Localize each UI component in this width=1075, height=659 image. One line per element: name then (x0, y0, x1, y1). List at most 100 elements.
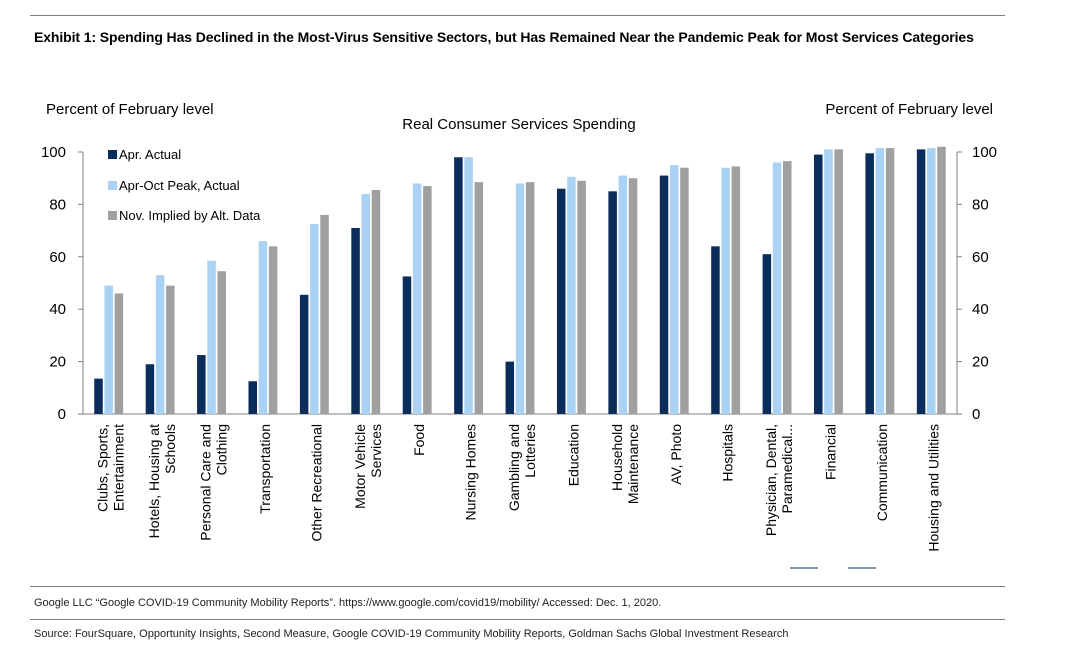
bar-apr-oct-peak (258, 241, 268, 414)
left-axis-title: Percent of February level (46, 101, 214, 118)
bar-apr-oct-peak (104, 285, 113, 414)
left-tick-label: 40 (49, 301, 66, 318)
category-label: Gambling and (506, 424, 522, 511)
bar-nov-implied (885, 148, 895, 414)
bar-apr-actual (454, 157, 463, 415)
bar-apr-oct-peak (927, 148, 936, 414)
bar-nov-implied (834, 149, 843, 414)
category-label: Education (565, 424, 581, 486)
bar-nov-implied (628, 178, 638, 414)
category-label: Transportation (257, 424, 273, 514)
right-tick-label: 20 (972, 354, 989, 371)
category-label: Nursing Homes (463, 424, 479, 520)
bar-nov-implied (474, 182, 484, 414)
legend-label: Nov. Implied by Alt. Data (119, 208, 261, 223)
bar-nov-implied (166, 285, 175, 414)
bar-apr-actual (814, 154, 823, 414)
category-label: Motor Vehicle (352, 424, 368, 509)
bar-apr-oct-peak (155, 275, 165, 414)
legend-swatch (108, 150, 117, 159)
bar-apr-oct-peak (515, 183, 525, 414)
category-labels: Clubs, Sports, Entertainment Hotels, Housi… (95, 424, 942, 552)
legend: Apr. Actual Apr-Oct Peak, Actual Nov. Impl… (108, 147, 261, 223)
category-label: Clubs, Sports, (95, 424, 111, 512)
bar-apr-oct-peak (772, 162, 782, 414)
legend-label: Apr-Oct Peak, Actual (119, 178, 240, 193)
bar-apr-actual (556, 188, 566, 414)
axis-ticks: 0 0 20 20 40 40 60 60 80 80 100 100 (41, 144, 997, 423)
legend-label: Apr. Actual (119, 147, 181, 162)
left-tick-label: 0 (58, 406, 66, 423)
left-tick-label: 60 (49, 249, 66, 266)
category-label: Personal Care and (198, 424, 214, 541)
bar-nov-implied (525, 182, 535, 414)
bar-nov-implied (320, 214, 329, 414)
category-label: Communication (874, 424, 890, 521)
legend-swatch (108, 211, 117, 220)
source-note: Source: FourSquare, Opportunity Insights… (34, 628, 789, 640)
bar-apr-actual (145, 364, 155, 414)
bar-apr-oct-peak (567, 176, 576, 414)
bar-nov-implied (217, 271, 226, 414)
right-axis-title: Percent of February level (825, 101, 993, 118)
category-label: Hospitals (720, 424, 736, 482)
bar-apr-oct-peak (824, 149, 833, 414)
bar-apr-actual (659, 175, 669, 414)
bar-apr-actual (197, 355, 206, 414)
bar-apr-actual (402, 276, 412, 414)
bar-apr-oct-peak (361, 193, 371, 414)
bar-apr-actual (762, 254, 772, 414)
exhibit-title: Exhibit 1: Spending Has Declined in the … (34, 29, 974, 45)
bar-apr-oct-peak (464, 157, 473, 415)
right-tick-label: 100 (972, 144, 997, 161)
category-label: Schools (162, 424, 178, 474)
category-label: Clothing (214, 424, 230, 475)
category-label: Other Recreational (308, 424, 324, 542)
bar-apr-actual (351, 227, 360, 414)
footnote-rule (30, 586, 1005, 587)
bar-nov-implied (371, 189, 381, 414)
top-rule (30, 15, 1005, 16)
right-tick-label: 0 (972, 406, 980, 423)
bar-apr-actual (916, 149, 926, 414)
bar-apr-oct-peak (721, 167, 730, 414)
category-label: Hotels, Housing at (146, 424, 162, 539)
category-label: Lotteries (522, 424, 538, 478)
bar-nov-implied (783, 161, 792, 414)
bar-apr-oct-peak (875, 148, 885, 414)
bar-nov-implied (680, 167, 689, 414)
bar-nov-implied (731, 166, 741, 414)
bar-apr-oct-peak (310, 224, 319, 414)
category-label: Food (411, 424, 427, 456)
bar-apr-actual (608, 191, 617, 414)
bar-apr-actual (505, 361, 515, 414)
bar-apr-actual (865, 153, 874, 414)
bar-nov-implied (937, 146, 946, 414)
category-label: Paramedical... (779, 424, 795, 513)
bar-apr-oct-peak (207, 260, 216, 414)
category-label: Household (609, 424, 625, 491)
category-label: Housing and Utilities (925, 424, 941, 552)
bar-nov-implied (114, 293, 124, 414)
bar-nov-implied (423, 186, 432, 414)
bar-apr-oct-peak (618, 175, 628, 414)
category-label: Physician, Dental, (763, 424, 779, 536)
category-label: Services (368, 424, 384, 478)
bar-apr-actual (711, 246, 720, 414)
legend-swatch (108, 181, 117, 190)
bar-nov-implied (577, 180, 586, 414)
category-label: Entertainment (111, 424, 127, 511)
right-tick-label: 40 (972, 301, 989, 318)
left-tick-label: 80 (49, 196, 66, 213)
category-label: AV, Photo (668, 424, 684, 485)
bar-apr-actual (299, 294, 309, 414)
category-label: Financial (822, 424, 838, 480)
bars-group (94, 146, 946, 415)
left-tick-label: 100 (41, 144, 66, 161)
bar-apr-actual (248, 381, 257, 414)
bar-apr-actual (94, 378, 103, 414)
source-rule (30, 619, 1005, 620)
right-tick-label: 80 (972, 196, 989, 213)
right-tick-label: 60 (972, 249, 989, 266)
